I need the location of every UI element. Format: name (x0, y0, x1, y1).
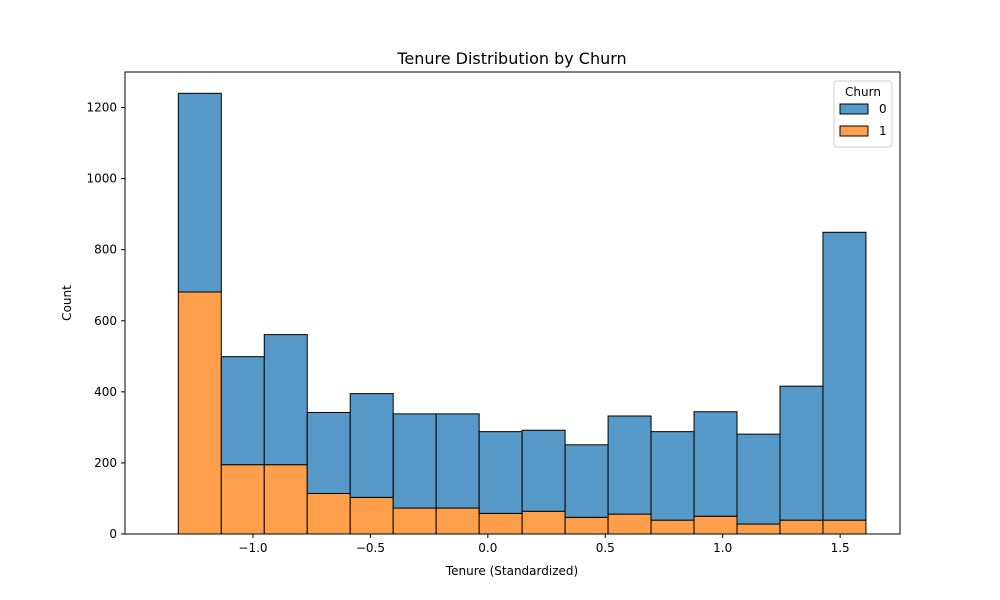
legend-title: Churn (845, 85, 881, 99)
plot-frame (124, 71, 901, 535)
bar-churn-0-bin-2 (263, 334, 308, 466)
x-tick-label: 0.5 (596, 541, 615, 555)
y-tick-label: 0 (109, 527, 117, 541)
y-axis: 0 200 400 600 800 1000 1200 (86, 101, 125, 541)
bar-churn-1-bin-1 (220, 464, 265, 535)
bar-churn-1-bin-13 (736, 523, 781, 535)
bar-churn-1-bin-3 (306, 492, 351, 535)
bar-churn-1-bin-5 (392, 507, 437, 535)
bar-churn-0-bin-1 (220, 356, 265, 466)
bar-churn-0-bin-6 (435, 413, 480, 509)
bar-churn-0-bin-5 (392, 413, 437, 509)
x-axis-label: Tenure (Standardized) (445, 564, 578, 578)
chart-title: Tenure Distribution by Churn (396, 49, 626, 68)
bar-churn-1-bin-2 (263, 464, 308, 535)
bar-churn-0-bin-9 (564, 444, 609, 518)
bar-churn-1-bin-14 (779, 519, 824, 535)
bar-churn-1-bin-7 (478, 512, 523, 535)
x-tick-label: 1.5 (831, 541, 850, 555)
bar-churn-1-bin-12 (693, 515, 738, 535)
x-tick-label: 1.0 (713, 541, 732, 555)
bar-churn-0-bin-11 (650, 431, 695, 521)
y-axis-label: Count (60, 285, 74, 321)
y-tick-label: 200 (94, 456, 117, 470)
bar-churn-0-bin-0 (177, 92, 222, 293)
bar-churn-0-bin-12 (693, 411, 738, 517)
x-tick-label: 0.0 (478, 541, 497, 555)
bar-churn-0-bin-4 (349, 393, 394, 498)
x-axis: −1.0 −0.5 0.0 0.5 1.0 1.5 (238, 534, 850, 555)
legend: Churn 01 (833, 80, 893, 148)
bar-churn-1-bin-6 (435, 507, 480, 535)
bar-churn-0-bin-15 (822, 231, 867, 521)
legend-swatch-0 (839, 103, 869, 115)
bar-churn-1-bin-4 (349, 496, 394, 535)
bar-churn-1-bin-15 (822, 519, 867, 535)
y-tick-label: 400 (94, 385, 117, 399)
x-tick-label: −0.5 (356, 541, 385, 555)
legend-items: 01 (839, 102, 887, 138)
bar-churn-1-bin-9 (564, 516, 609, 535)
legend-label-0: 0 (879, 102, 887, 116)
legend-swatch-1 (839, 125, 869, 137)
bar-churn-1-bin-0 (177, 291, 222, 535)
bar-churn-0-bin-10 (607, 415, 652, 515)
y-tick-label: 800 (94, 243, 117, 257)
bar-churn-0-bin-14 (779, 385, 824, 521)
bar-churn-0-bin-7 (478, 431, 523, 514)
y-tick-label: 1000 (86, 172, 117, 186)
y-tick-label: 600 (94, 314, 117, 328)
bar-churn-1-bin-8 (521, 510, 566, 535)
x-tick-label: −1.0 (238, 541, 267, 555)
legend-label-1: 1 (879, 124, 887, 138)
y-tick-label: 1200 (86, 101, 117, 115)
bar-churn-1-bin-11 (650, 519, 695, 535)
bar-churn-0-bin-13 (736, 433, 781, 525)
bar-churn-1-bin-10 (607, 513, 652, 535)
bars-layer (177, 92, 867, 535)
bar-churn-0-bin-3 (306, 411, 351, 494)
bar-churn-0-bin-8 (521, 429, 566, 512)
